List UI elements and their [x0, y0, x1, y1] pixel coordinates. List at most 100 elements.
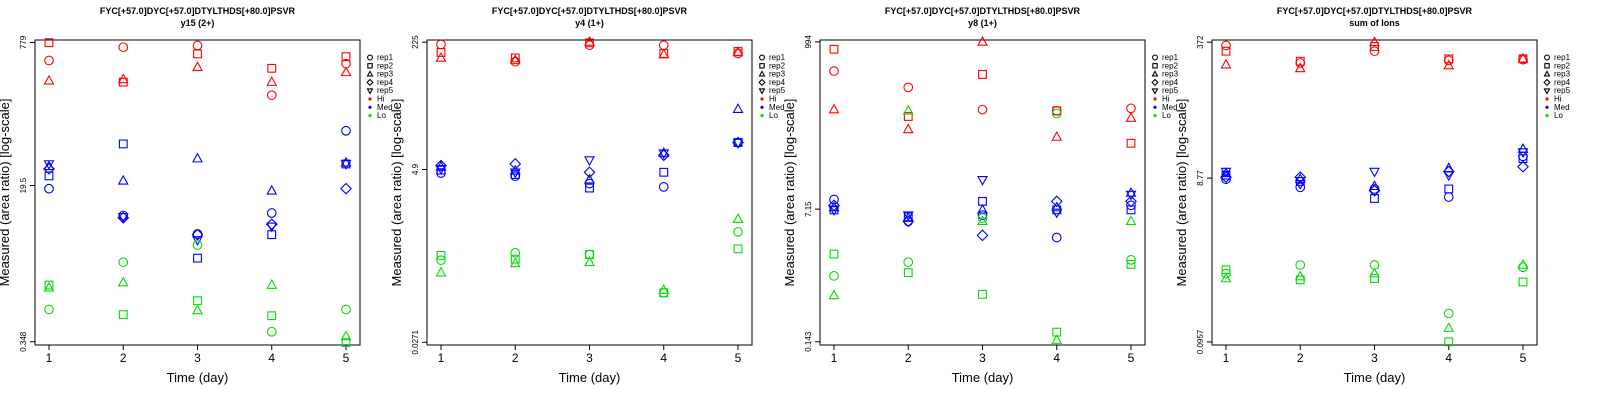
y-tick-label: 994 — [804, 35, 813, 49]
data-point — [658, 284, 670, 294]
legend-marker — [1545, 105, 1549, 109]
data-point — [43, 74, 55, 85]
legend-marker — [1152, 54, 1158, 61]
legend-label: Lo — [1554, 111, 1563, 120]
data-point — [340, 160, 352, 171]
data-point — [267, 63, 277, 73]
data-point — [1051, 334, 1063, 344]
data-point — [1443, 192, 1454, 202]
data-point — [436, 48, 446, 57]
data-point — [266, 208, 277, 218]
data-point — [435, 159, 447, 172]
series — [43, 61, 352, 86]
series — [44, 40, 351, 101]
legend-label: Med — [1554, 103, 1570, 112]
data-point — [1443, 171, 1455, 182]
legend-marker — [1151, 88, 1159, 95]
legend-marker — [368, 97, 372, 101]
series — [436, 227, 743, 298]
data-point — [341, 125, 351, 136]
data-point — [1444, 337, 1454, 347]
series — [435, 213, 744, 294]
data-point — [977, 213, 988, 223]
data-point — [977, 104, 988, 115]
data-point — [118, 257, 129, 268]
data-point — [1294, 62, 1306, 73]
data-point — [192, 152, 203, 163]
series — [436, 39, 743, 67]
data-point — [191, 228, 204, 241]
data-point — [1125, 111, 1137, 122]
series — [435, 138, 744, 179]
data-point — [1369, 267, 1380, 278]
data-point — [829, 66, 839, 76]
data-point — [902, 104, 914, 115]
series — [436, 244, 743, 298]
series — [1220, 36, 1529, 73]
data-point — [1220, 171, 1232, 184]
data-point — [829, 270, 839, 281]
legend-marker — [758, 88, 766, 95]
chart-panel-4: FYC[+57.0]DYC[+57.0]DTYLTHDS[+80.0]PSVR s… — [1174, 6, 1571, 385]
data-point — [1051, 208, 1063, 219]
data-point — [44, 171, 54, 181]
legend-marker — [1152, 63, 1158, 69]
data-point — [977, 35, 988, 46]
x-tick-label: 2 — [905, 351, 912, 365]
chart-panel-1: FYC[+57.0]DYC[+57.0]DTYLTHDS[+80.0]PSVR y… — [0, 6, 394, 385]
y-tick-label: 8.77 — [1196, 170, 1205, 186]
series — [828, 35, 1137, 141]
legend-label: rep4 — [377, 78, 394, 87]
series — [829, 44, 1136, 148]
data-point — [902, 215, 915, 228]
data-point — [1126, 138, 1136, 148]
data-point — [584, 173, 595, 184]
data-point — [903, 257, 914, 267]
data-point — [1051, 130, 1063, 141]
legend-label: rep2 — [1554, 61, 1571, 70]
data-point — [1443, 322, 1455, 332]
y-tick-label: 0.0271 — [411, 330, 420, 355]
data-point — [828, 206, 840, 216]
data-point — [978, 289, 987, 299]
legend-label: rep2 — [769, 61, 786, 70]
legend-label: Hi — [377, 95, 385, 104]
data-point — [1221, 40, 1231, 51]
data-point — [733, 244, 743, 254]
x-tick-label: 3 — [979, 351, 986, 365]
x-tick-label: 3 — [586, 351, 593, 365]
legend-label: rep3 — [1162, 70, 1179, 79]
data-point — [1125, 190, 1137, 201]
legend-label: rep2 — [1162, 61, 1179, 70]
legend-label: rep5 — [769, 86, 786, 95]
data-point — [732, 103, 744, 113]
data-point — [1294, 179, 1306, 190]
data-point — [265, 218, 278, 231]
data-point — [510, 254, 520, 264]
x-tick-label: 5 — [343, 351, 350, 365]
data-point — [1369, 36, 1380, 47]
y-tick-label: 0.143 — [804, 331, 813, 352]
x-tick-label: 4 — [1053, 351, 1060, 365]
data-point — [1295, 56, 1305, 66]
legend-marker — [367, 54, 373, 61]
series — [435, 136, 744, 179]
data-point — [658, 48, 670, 59]
plot-frame — [819, 39, 1146, 346]
series — [436, 38, 743, 63]
x-tick-label: 5 — [735, 351, 742, 365]
data-point — [118, 42, 129, 53]
data-point — [733, 227, 743, 237]
data-point — [509, 54, 521, 65]
series — [829, 108, 1136, 281]
y-tick-label: 225 — [411, 35, 420, 49]
data-point — [436, 255, 446, 266]
data-point — [1220, 272, 1232, 283]
data-point — [44, 280, 54, 290]
data-point — [977, 215, 988, 226]
x-tick-label: 3 — [194, 351, 201, 365]
data-point — [509, 164, 521, 175]
legend-marker — [759, 63, 765, 69]
chart-panel-2: FYC[+57.0]DYC[+57.0]DTYLTHDS[+80.0]PSVR y… — [389, 6, 786, 385]
data-point — [44, 183, 54, 194]
